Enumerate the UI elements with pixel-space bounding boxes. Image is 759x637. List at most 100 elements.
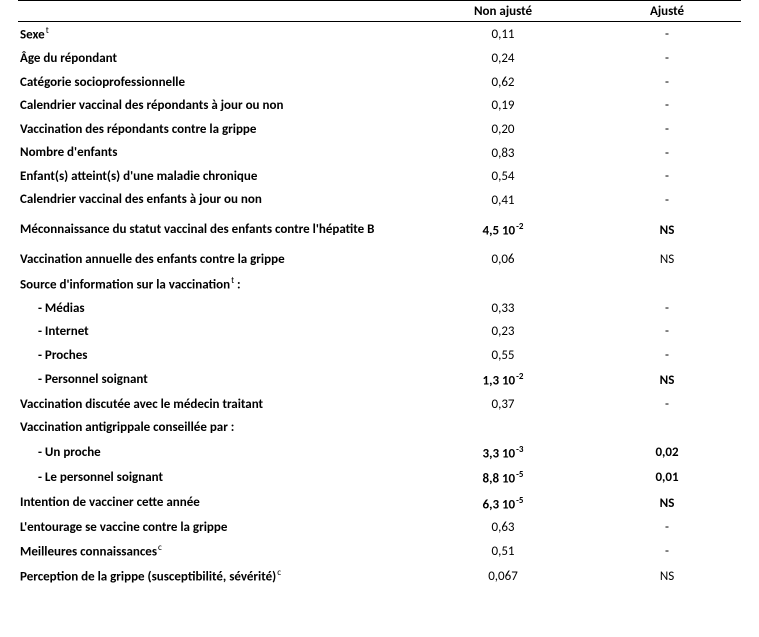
row-nonajuste-exp: -5 bbox=[516, 495, 523, 506]
row-nonajuste: 3,3 10-3 bbox=[413, 444, 593, 461]
row-ajuste: 0,02 bbox=[593, 445, 741, 460]
row-label: - Le personnel soignant bbox=[18, 470, 413, 486]
row-label: - Médias bbox=[18, 301, 413, 317]
row-ajuste: - bbox=[593, 122, 741, 137]
row-nonajuste-value: 0,067 bbox=[488, 569, 518, 584]
table-row: Sexet 0,11 - bbox=[18, 22, 741, 47]
row-nonajuste: 0,54 bbox=[413, 169, 593, 184]
row-label-sup: c bbox=[158, 542, 162, 553]
row-label: Enfant(s) atteint(s) d'une maladie chron… bbox=[18, 169, 413, 185]
row-label-text: Âge du répondant bbox=[20, 51, 117, 66]
row-label: L'entourage se vaccine contre la grippe bbox=[18, 520, 413, 536]
row-label: Source d'information sur la vaccinationt… bbox=[18, 276, 413, 293]
row-label: Calendrier vaccinal des enfants à jour o… bbox=[18, 192, 413, 208]
row-nonajuste: 4,5 10-2 bbox=[413, 221, 593, 238]
table-row: Perception de la grippe (susceptibilité,… bbox=[18, 564, 741, 589]
table-header-row: Non ajusté Ajusté bbox=[18, 0, 741, 22]
row-ajuste: - bbox=[593, 27, 741, 42]
row-ajuste: - bbox=[593, 348, 741, 363]
table-row: - Internet0,23- bbox=[18, 320, 741, 344]
row-nonajuste-exp: -3 bbox=[516, 444, 523, 455]
row-label: Vaccination des répondants contre la gri… bbox=[18, 122, 413, 138]
row-label-sup: c bbox=[277, 567, 281, 578]
row-nonajuste: 0,37 bbox=[413, 397, 593, 412]
row-label-text: Vaccination discutée avec le médecin tra… bbox=[20, 397, 263, 412]
table-row: Intention de vacciner cette année6,3 10-… bbox=[18, 491, 741, 516]
row-label-text: Catégorie socioprofessionnelle bbox=[20, 75, 185, 90]
row-label: Nombre d'enfants bbox=[18, 145, 413, 161]
row-label: Calendrier vaccinal des répondants à jou… bbox=[18, 98, 413, 114]
row-ajuste: - bbox=[593, 98, 741, 113]
table-row: Calendrier vaccinal des répondants à jou… bbox=[18, 94, 741, 118]
row-ajuste: - bbox=[593, 193, 741, 208]
row-nonajuste: 1,3 10-2 bbox=[413, 371, 593, 388]
row-nonajuste: 0,41 bbox=[413, 193, 593, 208]
row-label-text: Nombre d'enfants bbox=[20, 145, 117, 160]
row-label: - Proches bbox=[18, 348, 413, 364]
table-row: - Le personnel soignant8,8 10-50,01 bbox=[18, 465, 741, 490]
table-row: Source d'information sur la vaccinationt… bbox=[18, 272, 741, 297]
row-nonajuste-value: 0,63 bbox=[491, 520, 514, 535]
row-nonajuste-value: 0,37 bbox=[491, 397, 514, 412]
row-label-text: Intention de vacciner cette année bbox=[20, 495, 200, 510]
row-nonajuste: 0,20 bbox=[413, 122, 593, 137]
table-row: Calendrier vaccinal des enfants à jour o… bbox=[18, 188, 741, 212]
row-nonajuste: 0,11 bbox=[413, 27, 593, 42]
row-label-text: - Personnel soignant bbox=[38, 372, 148, 387]
row-nonajuste-value: 3,3 10 bbox=[483, 446, 516, 461]
row-label-text: - Un proche bbox=[38, 445, 101, 460]
row-nonajuste: 0,33 bbox=[413, 301, 593, 316]
row-nonajuste: 0,23 bbox=[413, 324, 593, 339]
row-label: Vaccination antigrippale conseillée par … bbox=[18, 420, 413, 436]
row-ajuste: NS bbox=[593, 373, 741, 388]
row-label-text: - Proches bbox=[38, 348, 87, 363]
row-nonajuste-value: 0,24 bbox=[491, 51, 514, 66]
row-nonajuste-value: 0,33 bbox=[491, 301, 514, 316]
table-row: Âge du répondant0,24- bbox=[18, 47, 741, 71]
row-label-text: Enfant(s) atteint(s) d'une maladie chron… bbox=[20, 169, 257, 184]
row-label-text: Vaccination antigrippale conseillée par … bbox=[20, 420, 234, 435]
row-ajuste: NS bbox=[593, 252, 741, 267]
row-label: - Personnel soignant bbox=[18, 372, 413, 388]
row-nonajuste-value: 0,06 bbox=[491, 252, 514, 267]
row-nonajuste: 0,06 bbox=[413, 252, 593, 267]
row-nonajuste-value: 0,19 bbox=[491, 98, 514, 113]
row-label-text: Vaccination des répondants contre la gri… bbox=[20, 122, 256, 137]
row-nonajuste-value: 4,5 10 bbox=[483, 224, 516, 239]
row-label: Âge du répondant bbox=[18, 51, 413, 67]
table-row: Méconnaissance du statut vaccinal des en… bbox=[18, 212, 741, 248]
row-ajuste: NS bbox=[593, 569, 741, 584]
table-body: Sexet0,11-Âge du répondant0,24-Catégorie… bbox=[18, 22, 741, 589]
row-ajuste: - bbox=[593, 75, 741, 90]
table-row: Vaccination annuelle des enfants contre … bbox=[18, 248, 741, 272]
row-nonajuste-value: 1,3 10 bbox=[483, 374, 516, 389]
table-row: - Personnel soignant 1,3 10-2NS bbox=[18, 367, 741, 392]
row-label: - Un proche bbox=[18, 445, 413, 461]
row-nonajuste-value: 0,11 bbox=[491, 27, 514, 42]
row-label: Meilleures connaissancesc bbox=[18, 543, 413, 560]
row-nonajuste-value: 0,55 bbox=[491, 348, 514, 363]
row-label-text: Perception de la grippe (susceptibilité,… bbox=[20, 570, 276, 585]
row-ajuste: - bbox=[593, 324, 741, 339]
table-row: - Proches 0,55 - bbox=[18, 344, 741, 368]
header-nonajuste: Non ajusté bbox=[413, 4, 593, 19]
table-row: - Médias0,33- bbox=[18, 297, 741, 321]
row-label: Perception de la grippe (susceptibilité,… bbox=[18, 568, 413, 585]
row-ajuste: - bbox=[593, 520, 741, 535]
row-nonajuste-value: 0,54 bbox=[491, 169, 514, 184]
row-nonajuste-value: 0,83 bbox=[491, 146, 514, 161]
row-ajuste: 0,01 bbox=[593, 470, 741, 485]
row-label-text: Calendrier vaccinal des répondants à jou… bbox=[20, 98, 283, 113]
row-label-text: Vaccination annuelle des enfants contre … bbox=[20, 252, 285, 267]
row-nonajuste-exp: -2 bbox=[516, 221, 523, 232]
table-row: Enfant(s) atteint(s) d'une maladie chron… bbox=[18, 165, 741, 189]
row-nonajuste: 0,63 bbox=[413, 520, 593, 535]
table-row: Catégorie socioprofessionnelle0,62- bbox=[18, 71, 741, 95]
row-ajuste: NS bbox=[593, 496, 741, 511]
table-row: Meilleures connaissancesc0,51- bbox=[18, 539, 741, 564]
table-row: Vaccination des répondants contre la gri… bbox=[18, 118, 741, 142]
row-label: Sexet bbox=[18, 26, 413, 43]
table-row: Vaccination discutée avec le médecin tra… bbox=[18, 393, 741, 417]
table-row: L'entourage se vaccine contre la grippe 0… bbox=[18, 516, 741, 540]
row-ajuste: - bbox=[593, 544, 741, 559]
